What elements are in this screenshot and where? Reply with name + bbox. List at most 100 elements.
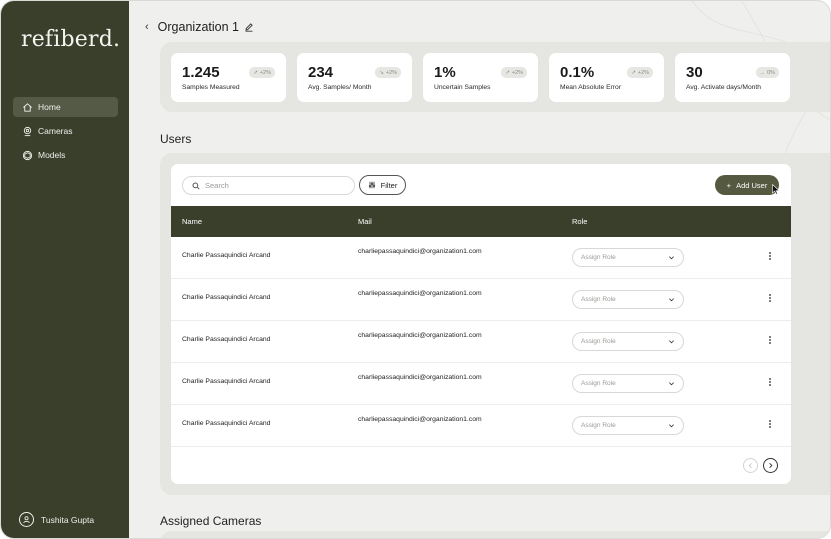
stat-label: Uncertain Samples	[434, 84, 491, 91]
add-user-label: Add User	[736, 180, 768, 190]
user-mail-cell: charliepassaquindici@organization1.com	[358, 332, 482, 339]
trend-down-icon: ↘	[379, 69, 384, 76]
page-title: Organization 1	[157, 20, 239, 34]
filter-label: Filter	[380, 180, 398, 190]
chevron-down-icon	[669, 340, 674, 344]
chevron-down-icon	[669, 382, 674, 386]
sidebar-item-models[interactable]: Models	[13, 145, 118, 165]
user-name-cell: Charlie Passaquindici Arcand	[182, 294, 271, 301]
user-mail-cell: charliepassaquindici@organization1.com	[358, 416, 482, 423]
search-placeholder: Search	[205, 181, 229, 190]
table-row: Charlie Passaquindici Arcand charliepass…	[171, 405, 791, 447]
user-name-cell: Charlie Passaquindici Arcand	[182, 336, 271, 343]
sidebar-nav: Home Cameras Models	[13, 97, 118, 169]
assign-role-select[interactable]: Assign Role	[572, 332, 684, 351]
stat-label: Mean Absolute Error	[560, 84, 621, 91]
table-row: Charlie Passaquindici Arcand charliepass…	[171, 279, 791, 321]
stat-card: 30 Avg. Activate days/Month → 0%	[675, 53, 790, 102]
filter-icon	[368, 181, 375, 189]
user-name: Tushita Gupta	[41, 514, 95, 525]
stat-badge: ↗ +2%	[501, 67, 527, 78]
assigned-cameras-panel	[160, 531, 830, 538]
brand-logo: refiberd.	[21, 27, 121, 52]
edit-icon[interactable]	[244, 22, 254, 32]
assign-role-select[interactable]: Assign Role	[572, 248, 684, 267]
stat-badge: ↘ +2%	[375, 67, 401, 78]
user-name-cell: Charlie Passaquindici Arcand	[182, 378, 271, 385]
stat-label: Avg. Activate days/Month	[686, 84, 761, 91]
next-page-button[interactable]	[763, 458, 778, 473]
user-avatar-icon	[19, 512, 34, 527]
chevron-down-icon	[669, 424, 674, 428]
table-header: Name Mail Role	[171, 206, 791, 237]
stat-value: 234	[308, 64, 334, 81]
stat-card: 1% Uncertain Samples ↗ +2%	[423, 53, 538, 102]
assigned-cameras-section-title: Assigned Cameras	[160, 514, 262, 528]
table-row: Charlie Passaquindici Arcand charliepass…	[171, 237, 791, 279]
sidebar-item-label: Models	[38, 150, 66, 160]
chevron-down-icon	[669, 298, 674, 302]
user-name-cell: Charlie Passaquindici Arcand	[182, 252, 271, 259]
more-options-icon[interactable]	[768, 419, 772, 430]
table-row: Charlie Passaquindici Arcand charliepass…	[171, 321, 791, 363]
sidebar-item-home[interactable]: Home	[13, 97, 118, 117]
plus-icon: +	[726, 180, 732, 190]
previous-page-button[interactable]	[743, 458, 758, 473]
assign-role-select[interactable]: Assign Role	[572, 290, 684, 309]
trend-up-icon: ↗	[631, 69, 636, 76]
more-options-icon[interactable]	[768, 293, 772, 304]
stat-card: 234 Avg. Samples/ Month ↘ +2%	[297, 53, 412, 102]
chevron-down-icon	[669, 256, 674, 260]
stat-value: 30	[686, 64, 703, 81]
trend-up-icon: ↗	[253, 69, 258, 76]
stat-value: 1%	[434, 64, 456, 81]
chevron-right-icon	[769, 463, 773, 468]
user-mail-cell: charliepassaquindici@organization1.com	[358, 248, 482, 255]
column-header-name: Name	[182, 217, 203, 226]
stat-badge: → 0%	[755, 67, 779, 78]
page-header: ‹ Organization 1	[145, 20, 254, 34]
sidebar: refiberd. Home Cameras Models	[1, 1, 129, 538]
stat-badge: ↗ +2%	[249, 67, 275, 78]
user-mail-cell: charliepassaquindici@organization1.com	[358, 374, 482, 381]
users-panel: Search Filter + Add User Name Mail Role	[160, 153, 830, 495]
chevron-left-icon	[748, 463, 752, 468]
mouse-cursor-icon	[772, 184, 780, 195]
users-section-title: Users	[160, 132, 192, 146]
column-header-mail: Mail	[358, 217, 372, 226]
user-name-cell: Charlie Passaquindici Arcand	[182, 420, 271, 427]
chevron-left-icon[interactable]: ‹	[145, 21, 149, 33]
stat-label: Avg. Samples/ Month	[308, 84, 372, 91]
sidebar-item-label: Home	[38, 102, 61, 112]
sidebar-item-cameras[interactable]: Cameras	[13, 121, 118, 141]
stats-panel: 1.245 Samples Measured ↗ +2% 234 Avg. Sam…	[160, 42, 830, 112]
stat-label: Samples Measured	[182, 84, 240, 91]
trend-up-icon: ↗	[505, 69, 510, 76]
table-row: Charlie Passaquindici Arcand charliepass…	[171, 363, 791, 405]
search-input[interactable]: Search	[182, 176, 355, 195]
filter-button[interactable]: Filter	[359, 175, 406, 195]
camera-icon	[21, 125, 33, 137]
user-profile[interactable]: Tushita Gupta	[19, 512, 94, 527]
assign-role-select[interactable]: Assign Role	[572, 374, 684, 393]
stat-card: 0.1% Mean Absolute Error ↗ +2%	[549, 53, 664, 102]
stat-value: 1.245	[182, 64, 220, 81]
column-header-role: Role	[572, 217, 588, 226]
users-table-card: Search Filter + Add User Name Mail Role	[171, 164, 791, 484]
sidebar-item-label: Cameras	[38, 126, 73, 136]
models-icon	[21, 149, 33, 161]
stat-badge: ↗ +2%	[627, 67, 653, 78]
trend-flat-icon: →	[759, 69, 766, 76]
stat-value: 0.1%	[560, 64, 595, 81]
main-content: ‹ Organization 1 1.245 Samples Measured …	[129, 1, 830, 538]
search-icon	[192, 181, 200, 190]
add-user-button[interactable]: + Add User	[715, 175, 779, 195]
more-options-icon[interactable]	[768, 251, 772, 262]
assign-role-select[interactable]: Assign Role	[572, 416, 684, 435]
stat-card: 1.245 Samples Measured ↗ +2%	[171, 53, 286, 102]
more-options-icon[interactable]	[768, 377, 772, 388]
more-options-icon[interactable]	[768, 335, 772, 346]
home-icon	[21, 101, 33, 113]
user-mail-cell: charliepassaquindici@organization1.com	[358, 290, 482, 297]
